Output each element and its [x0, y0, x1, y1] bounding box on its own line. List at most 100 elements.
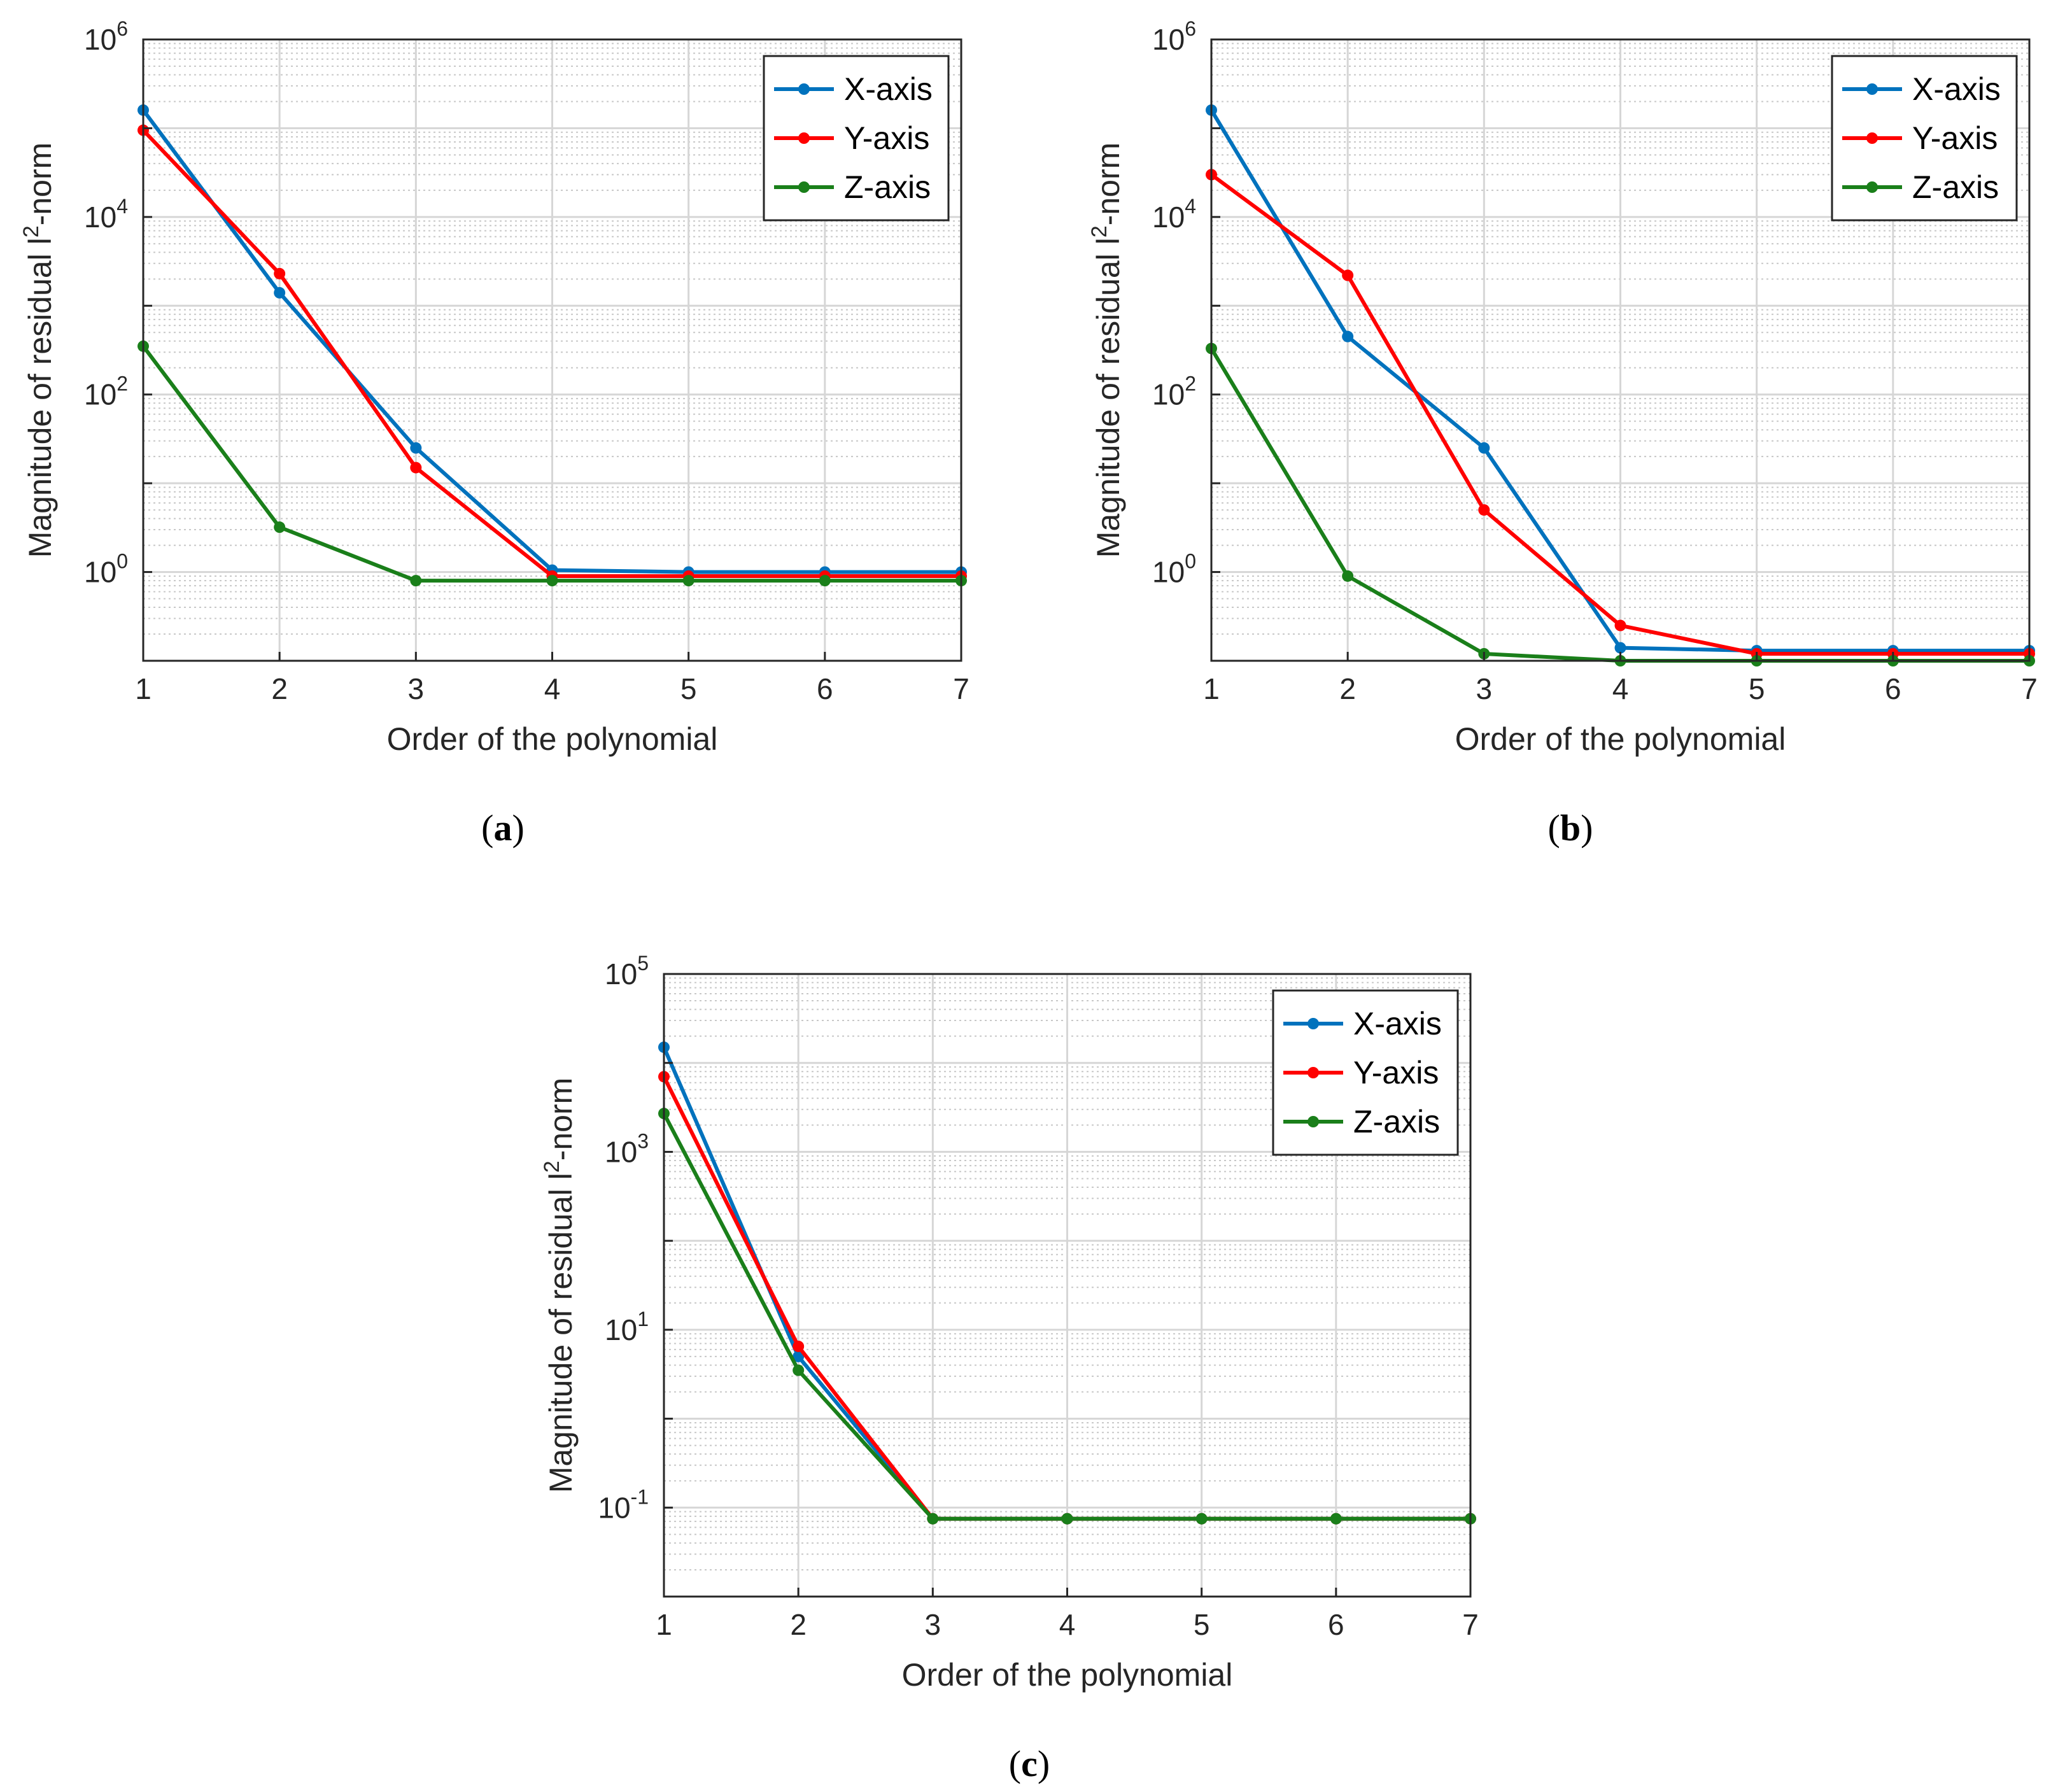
- chart-b-x-tick-label: 4: [1612, 672, 1629, 705]
- chart-a-legend-marker: [798, 181, 810, 193]
- chart-c-y-ticks: 10-1 101 103 105: [598, 952, 673, 1598]
- chart-c-series: [658, 1041, 1476, 1525]
- chart-c-y-tick-label: 103: [605, 1129, 649, 1168]
- chart-c-y-label-superscript: 2: [540, 1161, 564, 1173]
- chart-a-y-label-superscript: 2: [19, 225, 43, 237]
- chart-b-legend-marker: [1866, 83, 1878, 95]
- chart-b-x-tick-label: 6: [1885, 672, 1901, 705]
- chart-b-point-y-axis-2: [1342, 269, 1354, 281]
- chart-a-caption: (a): [481, 807, 525, 849]
- chart-panel-a: 1 2 3 4 5 6 7 100 102 104 106 Order of the polyno…: [19, 17, 969, 849]
- chart-a-x-tick-label: 7: [953, 672, 969, 705]
- chart-b-point-y-axis-4: [1614, 619, 1626, 631]
- chart-c-legend-label: Y-axis: [1353, 1055, 1439, 1090]
- chart-c-legend-label: X-axis: [1353, 1006, 1442, 1041]
- chart-b-y-label-main: Magnitude of residual l: [1090, 237, 1126, 558]
- chart-c-y-tick-label: 105: [605, 952, 649, 991]
- chart-b-x-axis-label: Order of the polynomial: [1455, 721, 1786, 757]
- chart-c-x-tick-label: 5: [1194, 1608, 1210, 1641]
- chart-c-legend: X-axis Y-axis Z-axis: [1272, 989, 1459, 1156]
- chart-a-legend-label: Y-axis: [844, 120, 929, 156]
- chart-b-legend: X-axis Y-axis Z-axis: [1831, 55, 2018, 222]
- chart-c-point-z-axis-4: [1061, 1513, 1073, 1525]
- chart-a-x-tick-label: 2: [271, 672, 288, 705]
- chart-b-legend-marker: [1866, 181, 1878, 193]
- chart-a-point-z-axis-5: [682, 575, 694, 587]
- chart-c-x-tick-label: 3: [925, 1608, 941, 1641]
- chart-b-x-tick-label: 2: [1339, 672, 1356, 705]
- chart-b-x-tick-label: 1: [1203, 672, 1220, 705]
- chart-a-y-tick-label: 102: [84, 372, 128, 411]
- chart-b-caption-letter: b: [1560, 807, 1581, 849]
- chart-c-y-label-main: Magnitude of residual l: [543, 1173, 579, 1493]
- chart-b-legend-label: Y-axis: [1912, 120, 1998, 156]
- chart-b-y-label-superscript: 2: [1087, 225, 1111, 237]
- chart-a-x-tick-label: 6: [817, 672, 833, 705]
- chart-c-point-z-axis-3: [927, 1513, 939, 1525]
- chart-c-x-tick-label: 6: [1328, 1608, 1344, 1641]
- chart-c-x-axis-label: Order of the polynomial: [902, 1657, 1233, 1693]
- chart-b-x-tick-label: 7: [2021, 672, 2038, 705]
- chart-c-point-z-axis-5: [1195, 1513, 1208, 1525]
- chart-c-y-axis-label: Magnitude of residual l2-norm: [540, 1078, 579, 1493]
- chart-b-x-tick-label: 3: [1476, 672, 1493, 705]
- chart-b-legend-marker: [1866, 132, 1878, 144]
- chart-a-legend-label: Z-axis: [844, 169, 931, 205]
- chart-a-x-tick-label: 5: [680, 672, 697, 705]
- chart-a-x-axis-label: Order of the polynomial: [387, 721, 718, 757]
- chart-a-y-ticks: 100 102 104 106: [84, 17, 152, 662]
- chart-a-y-tick-label: 100: [84, 550, 128, 589]
- chart-a-y-axis-label: Magnitude of residual l2-norm: [19, 143, 58, 558]
- chart-a-point-y-axis-2: [274, 267, 286, 279]
- chart-a-y-label-tail: -norm: [22, 143, 58, 226]
- chart-b-point-z-axis-2: [1342, 570, 1354, 582]
- chart-b-y-tick-label: 102: [1152, 372, 1196, 411]
- chart-a-x-tick-label: 4: [544, 672, 561, 705]
- chart-a-point-y-axis-3: [410, 462, 422, 474]
- chart-b-point-x-axis-2: [1342, 330, 1354, 342]
- chart-b-point-x-axis-4: [1614, 642, 1626, 654]
- chart-c-caption-letter: c: [1021, 1743, 1038, 1784]
- chart-c-legend-label: Z-axis: [1353, 1104, 1440, 1139]
- chart-a-x-ticks: 1 2 3 4 5 6 7: [135, 652, 969, 705]
- chart-c-point-z-axis-2: [793, 1364, 805, 1376]
- chart-b-legend-label: X-axis: [1912, 71, 2001, 107]
- chart-c-point-y-axis-2: [793, 1340, 805, 1352]
- chart-a-y-label-main: Magnitude of residual l: [22, 237, 58, 558]
- chart-c-y-label-tail: -norm: [543, 1078, 579, 1161]
- chart-c-x-tick-label: 4: [1059, 1608, 1076, 1641]
- chart-b-y-tick-label: 104: [1152, 195, 1196, 234]
- chart-a-point-z-axis-2: [274, 521, 286, 533]
- chart-a-legend: X-axis Y-axis Z-axis: [763, 55, 950, 222]
- chart-b-x-tick-label: 5: [1749, 672, 1765, 705]
- chart-a-point-x-axis-2: [274, 286, 286, 299]
- chart-c-caption: (c): [1009, 1743, 1050, 1784]
- chart-a-point-x-axis-3: [410, 442, 422, 454]
- chart-a-x-tick-label: 1: [135, 672, 152, 705]
- chart-b-point-y-axis-3: [1478, 504, 1490, 516]
- chart-c-legend-marker: [1307, 1018, 1319, 1029]
- chart-a-x-tick-label: 3: [408, 672, 425, 705]
- chart-a-legend-label: X-axis: [844, 71, 933, 107]
- chart-a-y-tick-label: 104: [84, 195, 128, 234]
- chart-b-y-tick-label: 106: [1152, 17, 1196, 56]
- chart-c-y-tick-label: 101: [605, 1308, 649, 1346]
- chart-c-x-tick-label: 1: [656, 1608, 672, 1641]
- chart-a-point-z-axis-3: [410, 575, 422, 587]
- chart-c-x-tick-label: 2: [790, 1608, 807, 1641]
- chart-c-legend-marker: [1307, 1067, 1319, 1078]
- chart-b-y-label-tail: -norm: [1090, 143, 1126, 226]
- chart-c-y-tick-label: 10-1: [598, 1485, 649, 1524]
- chart-panel-c: 1 2 3 4 5 6 7 10-1 101 103 105 Order of the polyn…: [540, 952, 1479, 1784]
- chart-c-x-ticks: 1 2 3 4 5 6 7: [656, 1588, 1479, 1641]
- chart-c-legend-marker: [1307, 1116, 1319, 1127]
- chart-a-caption-letter: a: [494, 807, 512, 849]
- chart-a-point-z-axis-6: [819, 575, 831, 587]
- chart-b-y-ticks: 100 102 104 106: [1152, 17, 1220, 662]
- chart-c-x-tick-label: 7: [1462, 1608, 1479, 1641]
- chart-b-point-x-axis-3: [1478, 442, 1490, 454]
- chart-a-point-z-axis-4: [546, 575, 558, 587]
- chart-a-y-tick-label: 106: [84, 17, 128, 56]
- chart-b-y-axis-label: Magnitude of residual l2-norm: [1087, 143, 1126, 558]
